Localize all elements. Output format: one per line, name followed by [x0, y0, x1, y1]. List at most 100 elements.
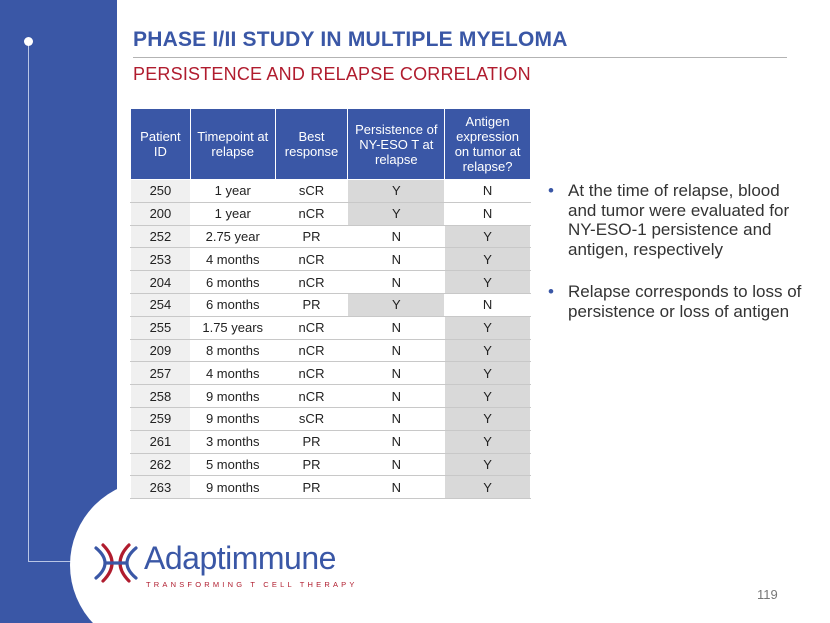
logo-background [70, 480, 410, 623]
table-cell: Y [347, 202, 446, 226]
table-cell: 1.75 years [189, 316, 276, 340]
table-cell: N [347, 247, 446, 272]
table-row: 259 9 months sCR N Y [130, 407, 531, 431]
table-cell: Y [444, 407, 531, 431]
table-row: 262 5 months PR N Y [130, 453, 531, 477]
table-cell: nCR [274, 316, 349, 340]
table-cell: 254 [130, 293, 191, 317]
page-number: 119 [757, 587, 778, 602]
company-logo: Adaptimmune TRANSFORMING T CELL THERAPY [90, 540, 354, 592]
slide-subtitle: PERSISTENCE AND RELAPSE CORRELATION [133, 64, 531, 84]
table-row: 209 8 months nCR N Y [130, 339, 531, 363]
table-cell: 200 [130, 202, 191, 226]
table-cell: Y [444, 270, 531, 294]
table-cell: Y [444, 225, 531, 249]
sidebar-horizontal-rule [28, 561, 88, 562]
table-row: 200 1 year nCR Y N [130, 202, 531, 226]
table-cell: 6 months [189, 293, 276, 317]
table-cell: 253 [130, 247, 191, 272]
table-cell: PR [274, 293, 349, 317]
table-row: 263 9 months PR N Y [130, 475, 531, 500]
table-cell: nCR [274, 270, 349, 294]
table-cell: Y [444, 475, 531, 500]
table-cell: 9 months [189, 407, 276, 431]
title-divider [133, 57, 787, 58]
slide-title: PHASE I/II STUDY IN MULTIPLE MYELOMA [133, 28, 568, 51]
table-cell: Y [444, 453, 531, 477]
table-cell: 6 months [189, 270, 276, 294]
table-cell: Y [444, 247, 531, 272]
table-cell: Y [444, 316, 531, 340]
table-cell: 257 [130, 361, 191, 386]
table-cell: N [347, 225, 446, 249]
table-cell: PR [274, 453, 349, 477]
table-cell: 255 [130, 316, 191, 340]
table-cell: Y [444, 361, 531, 386]
table-row: 250 1 year sCR Y N [130, 179, 531, 203]
table-cell: nCR [274, 384, 349, 408]
table-row: 255 1.75 years nCR N Y [130, 316, 531, 340]
table-cell: N [347, 430, 446, 454]
table-cell: 8 months [189, 339, 276, 363]
table-cell: 3 months [189, 430, 276, 454]
table-cell: PR [274, 475, 349, 500]
table-cell: 1 year [189, 179, 276, 203]
column-header: Patient ID [130, 108, 191, 180]
table-cell: 9 months [189, 384, 276, 408]
table-cell: PR [274, 225, 349, 249]
bullet-item: • At the time of relapse, blood and tumo… [548, 181, 810, 259]
table-cell: 5 months [189, 453, 276, 477]
table-cell: sCR [274, 179, 349, 203]
table-cell: 261 [130, 430, 191, 454]
table-cell: N [444, 293, 531, 317]
table-cell: 259 [130, 407, 191, 431]
table-cell: nCR [274, 361, 349, 386]
table-cell: 4 months [189, 361, 276, 386]
logo-tagline: TRANSFORMING T CELL THERAPY [146, 580, 358, 589]
table-cell: N [444, 179, 531, 203]
table-cell: nCR [274, 247, 349, 272]
column-header: Timepoint at relapse [189, 108, 276, 180]
table-cell: Y [444, 430, 531, 454]
table-cell: 262 [130, 453, 191, 477]
table-cell: Y [444, 339, 531, 363]
bullet-text: At the time of relapse, blood and tumor … [568, 181, 790, 259]
table-row: 252 2.75 year PR N Y [130, 225, 531, 249]
table-cell: 1 year [189, 202, 276, 226]
table-row: 257 4 months nCR N Y [130, 361, 531, 386]
bullet-text: Relapse corresponds to loss of persisten… [568, 282, 802, 321]
table-cell: N [347, 475, 446, 500]
table-row: 204 6 months nCR N Y [130, 270, 531, 294]
table-cell: N [347, 361, 446, 386]
table-cell: 9 months [189, 475, 276, 500]
helix-logo-icon [94, 543, 138, 583]
table-cell: 258 [130, 384, 191, 408]
table-cell: 250 [130, 179, 191, 203]
table-cell: nCR [274, 339, 349, 363]
table-cell: N [347, 453, 446, 477]
table-header-row: Patient ID Timepoint at relapse Best res… [130, 108, 531, 180]
table-cell: 263 [130, 475, 191, 500]
table-cell: Y [347, 179, 446, 203]
bullet-list: • At the time of relapse, blood and tumo… [548, 181, 810, 344]
table-cell: 4 months [189, 247, 276, 272]
column-header: Antigen expression on tumor at relapse? [444, 108, 531, 180]
table-cell: nCR [274, 202, 349, 226]
table-cell: 204 [130, 270, 191, 294]
table-row: 253 4 months nCR N Y [130, 247, 531, 272]
sidebar-dot [24, 37, 33, 46]
table-cell: N [347, 384, 446, 408]
bullet-item: • Relapse corresponds to loss of persist… [548, 282, 810, 321]
table-cell: N [444, 202, 531, 226]
logo-wordmark: Adaptimmune [144, 540, 336, 576]
table-row: 261 3 months PR N Y [130, 430, 531, 454]
table-cell: N [347, 339, 446, 363]
table-row: 258 9 months nCR N Y [130, 384, 531, 408]
table-cell: 209 [130, 339, 191, 363]
table-cell: N [347, 407, 446, 431]
table-cell: sCR [274, 407, 349, 431]
table-cell: N [347, 316, 446, 340]
column-header: Best response [274, 108, 349, 180]
relapse-table: Patient ID Timepoint at relapse Best res… [130, 108, 531, 500]
sidebar-vertical-rule [28, 42, 29, 562]
